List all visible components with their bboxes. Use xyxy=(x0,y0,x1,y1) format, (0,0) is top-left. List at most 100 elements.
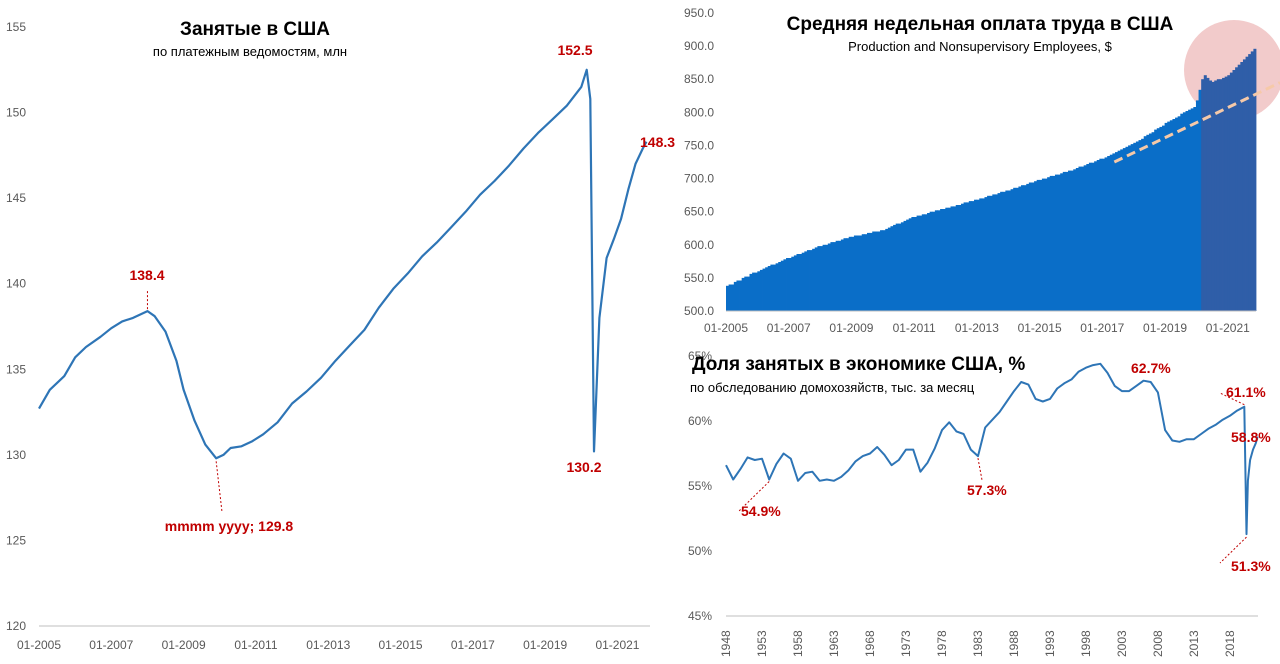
chart3-leader-1983 xyxy=(977,458,983,481)
chart2-bar xyxy=(1222,77,1226,312)
chart2-bar xyxy=(770,264,774,311)
chart2-x-tick-label: 01-2005 xyxy=(704,321,748,335)
chart3-leader-2020 xyxy=(1219,392,1245,406)
chart3-y-tick-label: 50% xyxy=(688,544,712,558)
chart2-bar xyxy=(786,258,790,311)
chart2-bar xyxy=(1075,168,1079,311)
chart2-bar xyxy=(1250,51,1254,312)
chart2-bar xyxy=(1034,181,1038,311)
chart2-bar xyxy=(843,238,847,311)
chart2-bar xyxy=(749,273,753,311)
chart2-bar xyxy=(1141,138,1145,311)
chart2-bar xyxy=(827,243,831,311)
chart3-x-tick-label: 1958 xyxy=(791,630,805,657)
chart3-annotation-2007: 62.7% xyxy=(1131,360,1171,376)
chart2-bar xyxy=(916,215,920,311)
chart2-bar xyxy=(942,209,946,311)
chart2-bar xyxy=(924,214,928,311)
chart2-bar xyxy=(806,250,810,311)
chart3-leader-1954 xyxy=(737,481,770,513)
chart2-bar xyxy=(788,258,792,311)
chart2-bar xyxy=(1031,182,1035,311)
chart2-bar xyxy=(1237,64,1241,311)
chart2-bar xyxy=(887,227,891,311)
chart2-bar xyxy=(1172,119,1176,311)
chart1-y-tick-label: 125 xyxy=(6,533,26,547)
chart1-y-tick-label: 145 xyxy=(6,191,26,205)
chart2-bar xyxy=(1206,77,1210,312)
chart2-bar xyxy=(880,230,884,311)
chart2-bar xyxy=(1091,162,1095,311)
chart2-bar xyxy=(890,226,894,311)
chart2-bar xyxy=(814,247,818,311)
chart2-bar xyxy=(882,230,886,311)
chart2-y-tick-label: 550.0 xyxy=(684,271,714,285)
chart2-bar xyxy=(1120,149,1124,311)
chart2-bar xyxy=(1219,79,1223,311)
chart2-bar xyxy=(1104,157,1108,311)
chart2-bar xyxy=(974,199,978,311)
chart2-bar xyxy=(1162,125,1166,311)
chart2-bar xyxy=(799,254,803,311)
chart2-bar xyxy=(767,266,771,311)
chart2-bar xyxy=(992,194,996,311)
chart2-bar xyxy=(1039,179,1043,311)
chart2-bar xyxy=(1169,120,1173,311)
chart2-bar xyxy=(1083,165,1087,311)
chart3-x-tick-label: 2013 xyxy=(1187,630,1201,657)
chart2-bar xyxy=(1130,144,1134,311)
chart2-bar xyxy=(1065,171,1069,311)
chart3-subtitle: по обследованию домохозяйств, тыс. за ме… xyxy=(690,380,975,395)
chart2-bar xyxy=(872,231,876,311)
chart2-bar xyxy=(934,210,938,311)
chart2-bar xyxy=(1018,186,1022,311)
chart2-bar xyxy=(898,223,902,311)
chart3-annotation-1983: 57.3% xyxy=(967,482,1007,498)
chart2-bar xyxy=(1000,191,1004,311)
chart3-annotation-1954: 54.9% xyxy=(741,503,781,519)
chart2-bar xyxy=(955,205,959,311)
chart2-bar xyxy=(856,235,860,311)
chart2-bar xyxy=(950,206,954,311)
chart2-bar xyxy=(1164,122,1168,312)
chart2-bar xyxy=(1044,178,1048,311)
chart2-bar xyxy=(906,219,910,311)
chart2-bar xyxy=(1060,173,1064,311)
chart2-bar xyxy=(1138,140,1142,311)
chart2-bar xyxy=(968,201,972,311)
chart2-bar xyxy=(1005,190,1009,311)
chart2-bar xyxy=(822,244,826,311)
chart2-x-tick-label: 01-2017 xyxy=(1080,321,1124,335)
chart2-bar xyxy=(741,277,745,311)
chart2-bar xyxy=(859,235,863,311)
chart2-bar xyxy=(1154,129,1158,311)
chart2-bar xyxy=(833,242,837,311)
chart1-title: Занятые в США xyxy=(180,19,330,40)
chart2-bar xyxy=(1021,185,1025,311)
chart2-bar xyxy=(953,206,957,311)
chart2-bar xyxy=(1054,174,1058,311)
chart2-bar xyxy=(1073,169,1077,311)
chart2-bar xyxy=(757,271,761,311)
chart2-bar xyxy=(1224,76,1228,311)
chart2-bar xyxy=(947,207,951,311)
chart2-bar xyxy=(1151,132,1155,311)
chart2-bar xyxy=(848,236,852,311)
chart2-bar xyxy=(984,197,988,311)
chart2-bar xyxy=(1201,79,1205,311)
chart3-x-tick-label: 1948 xyxy=(719,630,733,657)
chart2-bar xyxy=(1128,145,1132,311)
chart1-y-tick-label: 150 xyxy=(6,106,26,120)
chart2-bar xyxy=(1203,75,1207,311)
chart2-bar xyxy=(1010,189,1014,311)
chart2-bar xyxy=(869,232,873,311)
chart3-x-tick-label: 2018 xyxy=(1223,630,1237,657)
chart2-bar xyxy=(1182,112,1186,311)
chart3-x-tick-label: 1983 xyxy=(971,630,985,657)
chart3-x-tick-label: 1968 xyxy=(863,630,877,657)
chart2-bar xyxy=(900,222,904,311)
chart2-bar xyxy=(759,269,763,311)
chart3-annotation-2020: 61.1% xyxy=(1226,384,1266,400)
chart2-y-tick-label: 900.0 xyxy=(684,39,714,53)
